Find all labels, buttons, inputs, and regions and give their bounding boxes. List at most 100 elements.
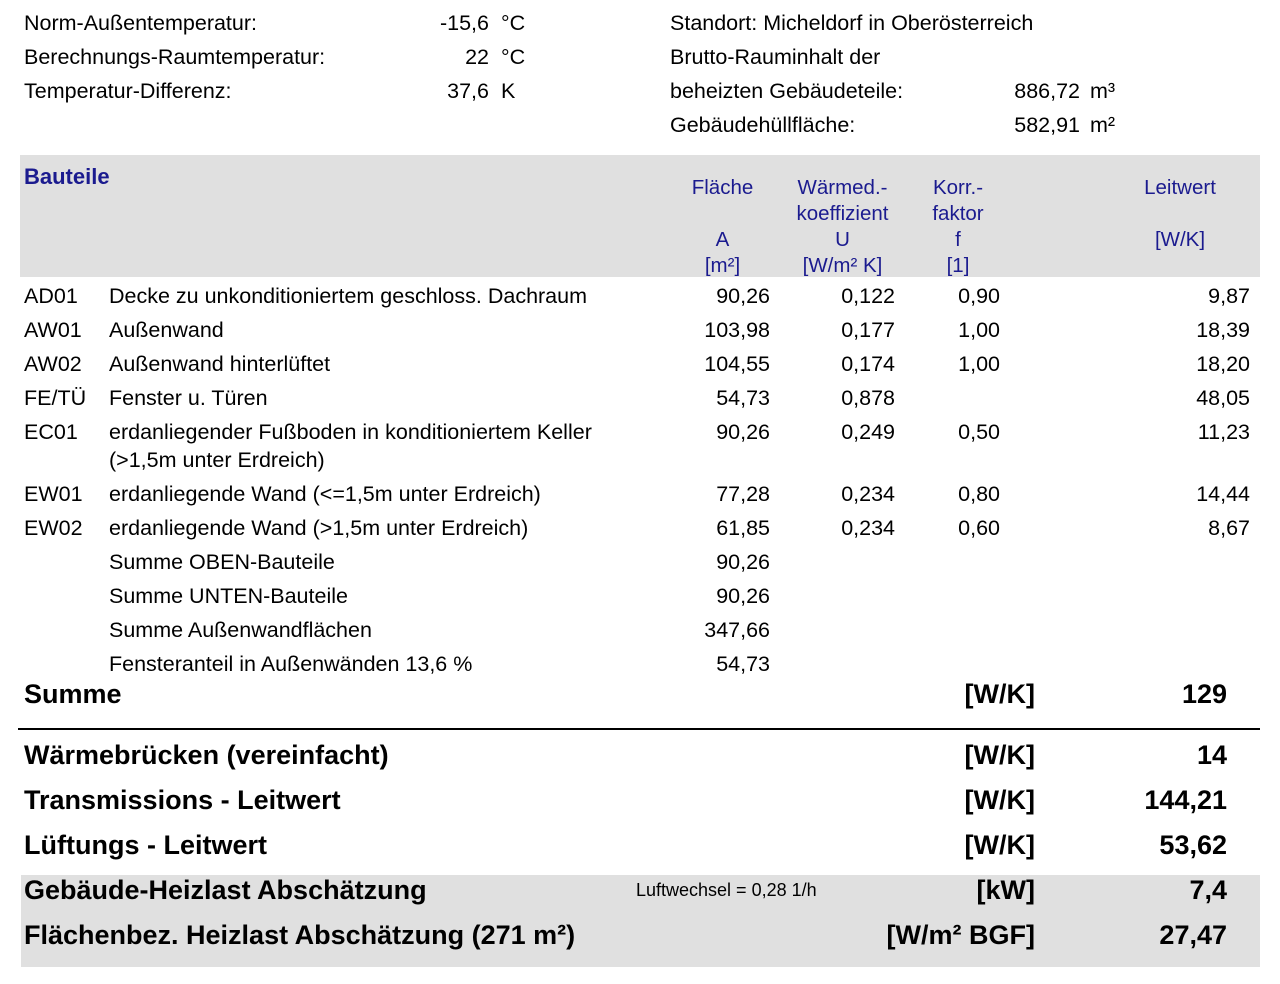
summary-label: Gebäude-Heizlast Abschätzung: [24, 875, 427, 905]
column-header-bauteile: Bauteile: [24, 164, 110, 189]
column-header-area: Fläche: [675, 175, 770, 201]
row-area: 347,66: [704, 618, 770, 642]
summary-unit: [W/K]: [964, 679, 1035, 709]
info-label: beheizten Gebäudeteile:: [670, 79, 904, 103]
summary-block: Summe [W/K] 129 Wärmebrücken (vereinfach…: [0, 672, 1280, 967]
table-header-band: Bauteile Fläche A [m²] Wärmed.- koeffizi…: [20, 155, 1260, 277]
row-conductance: 18,20: [1196, 352, 1250, 376]
column-header-area-symbol-text: A: [715, 228, 730, 251]
table-row-subtotal: Summe Außenwandflächen 347,66: [20, 613, 1260, 647]
table-row: EC01 erdanliegender Fußboden in konditio…: [20, 415, 1260, 477]
row-code: EW01: [24, 482, 83, 506]
info-label: Temperatur-Differenz:: [24, 79, 232, 103]
row-area: 90,26: [716, 284, 770, 308]
info-unit: °C: [501, 45, 526, 69]
info-row-envelope-area: Gebäudehüllfläche: 582,91 m²: [670, 108, 1270, 142]
table-row: AW01 Außenwand 103,98 0,177 1,00 18,39: [20, 313, 1260, 347]
info-row-design-room-temp: Berechnungs-Raumtemperatur: 22 °C: [24, 40, 624, 74]
temperature-info-group: Norm-Außentemperatur: -15,6 °C Berechnun…: [24, 6, 624, 108]
row-description: Summe UNTEN-Bauteile: [109, 584, 348, 608]
summary-unit: [kW]: [976, 875, 1035, 905]
row-code: EW02: [24, 516, 83, 540]
column-header-u-symbol: U [W/m² K]: [780, 227, 905, 279]
summary-value: 27,47: [1159, 920, 1227, 950]
info-value: 582,91: [1014, 113, 1080, 137]
row-description: Summe Außenwandflächen: [109, 618, 372, 642]
column-header-correction-factor-line2: faktor: [932, 202, 984, 225]
info-value: 886,72: [1014, 79, 1080, 103]
table-row-subtotal: Summe UNTEN-Bauteile 90,26: [20, 579, 1260, 613]
row-description: Summe OBEN-Bauteile: [109, 550, 335, 574]
row-correction-factor: 0,80: [958, 482, 1000, 506]
row-conductance: 9,87: [1208, 284, 1250, 308]
row-code: EC01: [24, 420, 78, 444]
summary-row-specific-heat-load: Flächenbez. Heizlast Abschätzung (271 m²…: [0, 913, 1280, 958]
column-header-conductance-unit-group: [W/K]: [1110, 227, 1250, 253]
table-row: AD01 Decke zu unkonditioniertem geschlos…: [20, 279, 1260, 313]
column-header-conductance-unit: [W/K]: [1154, 228, 1206, 251]
info-value: 37,6: [447, 79, 489, 103]
column-header-f-symbol: f [1]: [913, 227, 1003, 279]
row-conductance: 8,67: [1208, 516, 1250, 540]
summary-row-transmission-conductance: Transmissions - Leitwert [W/K] 144,21: [0, 778, 1280, 823]
column-header-area-unit: [m²]: [704, 254, 741, 277]
summary-row-building-heat-load: Gebäude-Heizlast Abschätzung Luftwechsel…: [0, 868, 1280, 913]
row-description: Fensteranteil in Außenwänden 13,6 %: [109, 652, 473, 676]
building-info-block: Norm-Außentemperatur: -15,6 °C Berechnun…: [0, 6, 1280, 154]
info-label: Berechnungs-Raumtemperatur:: [24, 45, 326, 69]
info-label: Gebäudehüllfläche:: [670, 113, 856, 137]
row-description-line2: (>1,5m unter Erdreich): [109, 448, 325, 472]
row-code: AD01: [24, 284, 78, 308]
table-row-subtotal: Summe OBEN-Bauteile 90,26: [20, 545, 1260, 579]
row-correction-factor: 0,60: [958, 516, 1000, 540]
summary-value: 7,4: [1189, 875, 1227, 905]
row-u-value: 0,249: [841, 420, 895, 444]
column-header-f-unit: [1]: [946, 254, 970, 277]
info-row-location: Standort: Micheldorf in Oberösterreich: [670, 6, 1270, 40]
info-row-norm-outside-temp: Norm-Außentemperatur: -15,6 °C: [24, 6, 624, 40]
info-label: Brutto-Rauminhalt der: [670, 45, 881, 69]
row-description: erdanliegende Wand (<=1,5m unter Erdreic…: [109, 482, 541, 506]
row-area: 90,26: [716, 584, 770, 608]
location-volume-info-group: Standort: Micheldorf in Oberösterreich B…: [670, 6, 1270, 142]
table-row-subtotal: Fensteranteil in Außenwänden 13,6 % 54,7…: [20, 647, 1260, 681]
row-code: AW02: [24, 352, 82, 376]
row-correction-factor: 0,50: [958, 420, 1000, 444]
summary-value: 53,62: [1159, 830, 1227, 860]
summary-value: 129: [1181, 679, 1227, 709]
summary-row-thermal-bridges: Wärmebrücken (vereinfacht) [W/K] 14: [0, 733, 1280, 778]
column-header-conductance-line1: Leitwert: [1144, 176, 1216, 199]
table-row: EW01 erdanliegende Wand (<=1,5m unter Er…: [20, 477, 1260, 511]
row-correction-factor: 1,00: [958, 318, 1000, 342]
info-row-heated-parts-volume: beheizten Gebäudeteile: 886,72 m³: [670, 74, 1270, 108]
row-conductance: 18,39: [1196, 318, 1250, 342]
info-value: 22: [465, 45, 489, 69]
row-u-value: 0,177: [841, 318, 895, 342]
summary-label: Flächenbez. Heizlast Abschätzung (271 m²…: [24, 920, 576, 950]
column-header-u-value-line2: koeffizient: [796, 202, 889, 225]
row-correction-factor: 0,90: [958, 284, 1000, 308]
column-header-area-line1: Fläche: [691, 176, 754, 199]
row-description: erdanliegender Fußboden in konditioniert…: [109, 415, 592, 477]
column-header-correction-factor-line1: Korr.-: [932, 176, 984, 199]
info-row-gross-volume-caption: Brutto-Rauminhalt der: [670, 40, 1270, 74]
summary-label: Wärmebrücken (vereinfacht): [24, 740, 389, 770]
summary-label: Transmissions - Leitwert: [24, 785, 341, 815]
column-header-u-value-line1: Wärmed.-: [797, 176, 888, 199]
table-body: AD01 Decke zu unkonditioniertem geschlos…: [20, 277, 1260, 681]
summary-unit: [W/K]: [964, 740, 1035, 770]
column-header-u-symbol-text: U: [835, 228, 850, 251]
summary-row-total: Summe [W/K] 129: [0, 672, 1280, 717]
column-header-correction-factor: Korr.- faktor: [913, 175, 1003, 227]
row-area: 104,55: [704, 352, 770, 376]
summary-label: Summe: [24, 679, 122, 709]
row-code: FE/TÜ: [24, 386, 87, 410]
column-header-area-symbol: A [m²]: [675, 227, 770, 279]
table-row: AW02 Außenwand hinterlüftet 104,55 0,174…: [20, 347, 1260, 381]
row-area: 61,85: [716, 516, 770, 540]
row-area: 90,26: [716, 550, 770, 574]
row-description-line1: erdanliegender Fußboden in konditioniert…: [109, 420, 592, 444]
summary-divider: [18, 728, 1260, 730]
column-header-u-unit: [W/m² K]: [802, 254, 883, 277]
